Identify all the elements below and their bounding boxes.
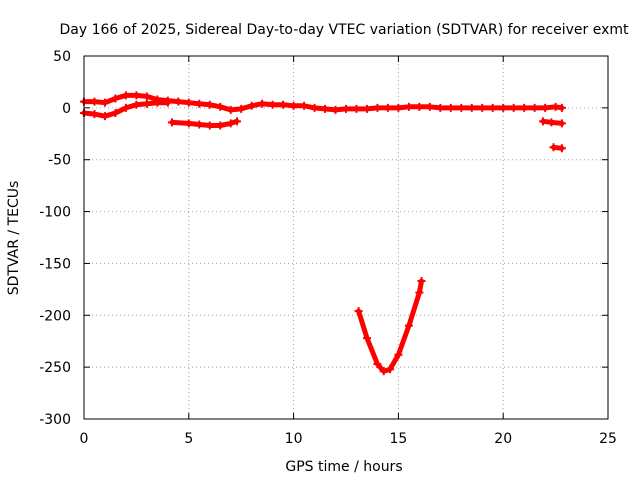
data-point	[205, 121, 214, 130]
data-point	[121, 91, 130, 100]
series-track-lower-mid	[168, 117, 242, 130]
data-point	[237, 104, 246, 113]
data-point	[168, 118, 177, 127]
data-point	[121, 103, 130, 112]
data-point	[142, 92, 151, 101]
data-point	[310, 103, 319, 112]
data-point	[547, 118, 556, 127]
data-point	[226, 105, 235, 114]
y-tick-label: 0	[62, 101, 71, 117]
data-point	[549, 143, 558, 152]
data-point	[205, 100, 214, 109]
x-tick-label: 10	[285, 431, 303, 447]
series-track-dip	[354, 277, 426, 376]
data-point	[499, 103, 508, 112]
data-point	[488, 103, 497, 112]
data-point	[373, 360, 382, 369]
data-point	[425, 102, 434, 111]
data-point	[352, 104, 361, 113]
series-track-late-a	[539, 117, 566, 128]
data-point	[417, 277, 426, 286]
data-point	[226, 119, 235, 128]
data-point	[530, 103, 539, 112]
data-point	[342, 104, 350, 113]
chart-title: Day 166 of 2025, Sidereal Day-to-day VTE…	[60, 22, 630, 38]
data-point	[279, 100, 288, 109]
data-point	[373, 103, 382, 112]
y-tick-label: -200	[39, 308, 71, 324]
data-point	[90, 97, 99, 106]
data-point	[404, 102, 413, 111]
data-point	[478, 103, 487, 112]
data-point	[258, 99, 267, 108]
data-point	[394, 103, 403, 112]
data-point	[289, 101, 298, 110]
data-point	[268, 100, 277, 109]
series-track-late-b	[549, 143, 566, 153]
data-point	[383, 103, 392, 112]
data-point	[216, 121, 225, 130]
tick-layer: -300 -250 -200 -150 -100 -50 0 50 0 5 10 15 20 25	[39, 49, 617, 447]
data-point	[539, 117, 548, 126]
x-tick-label: 15	[389, 431, 407, 447]
data-point	[379, 367, 388, 376]
data-point	[300, 101, 309, 110]
data-point	[415, 102, 424, 111]
data-point	[142, 99, 151, 108]
series-layer	[80, 91, 566, 376]
y-tick-label: -100	[39, 205, 71, 221]
data-point	[362, 334, 371, 343]
data-point	[331, 105, 340, 114]
plot-frame	[83, 55, 609, 420]
y-axis-label: SDTVAR / TECUs	[6, 181, 22, 296]
data-point	[557, 103, 566, 112]
data-point	[467, 103, 476, 112]
data-point	[195, 120, 204, 129]
data-point	[404, 321, 413, 330]
data-point	[509, 103, 518, 112]
data-point	[446, 103, 455, 112]
data-point	[184, 119, 193, 128]
x-axis-label: GPS time / hours	[285, 459, 402, 475]
data-point	[163, 98, 172, 107]
data-point	[386, 365, 395, 374]
y-tick-label: 50	[53, 49, 71, 65]
data-point	[153, 98, 162, 107]
data-point	[111, 94, 120, 103]
data-point	[247, 101, 256, 110]
data-point	[457, 103, 466, 112]
data-point	[132, 91, 141, 100]
data-point	[132, 100, 141, 109]
x-tick-label: 0	[80, 431, 89, 447]
data-point	[557, 144, 566, 153]
data-point	[90, 110, 99, 119]
data-point	[233, 117, 242, 126]
y-tick-label: -300	[39, 412, 71, 428]
data-point	[394, 350, 403, 359]
y-tick-label: -150	[39, 256, 71, 272]
data-point	[321, 104, 330, 113]
data-point	[174, 97, 183, 106]
data-point	[541, 103, 550, 112]
data-point	[100, 98, 109, 107]
x-tick-label: 5	[184, 431, 193, 447]
data-point	[362, 104, 371, 113]
data-point	[520, 103, 529, 112]
data-point	[354, 307, 363, 316]
x-tick-label: 25	[599, 431, 617, 447]
y-tick-label: -50	[48, 153, 71, 169]
data-point	[111, 109, 120, 118]
y-tick-label: -250	[39, 360, 71, 376]
x-tick-label: 20	[494, 431, 512, 447]
data-point	[216, 102, 225, 111]
data-point	[557, 119, 566, 128]
data-point	[100, 112, 109, 121]
data-point	[436, 103, 445, 112]
data-point	[415, 288, 424, 297]
data-point	[184, 98, 193, 107]
data-point	[551, 102, 560, 111]
data-point	[195, 99, 204, 108]
